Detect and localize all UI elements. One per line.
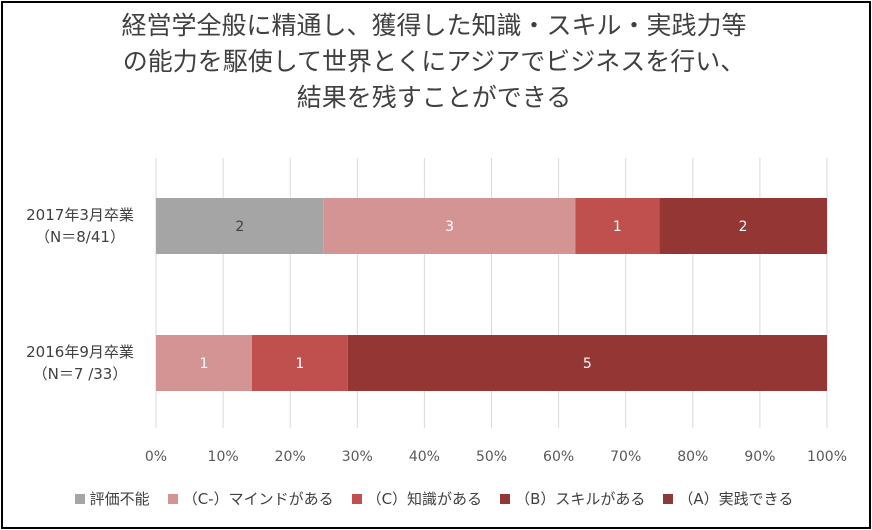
bar-0-3 [659,198,827,254]
x-tick-label-2: 20% [275,449,306,465]
category-label-0-line2: （N＝8/41） [35,228,125,246]
legend-item-1: （C-）マインドがある [167,488,334,509]
category-label-1-line2: （N＝7 /33） [33,365,128,383]
legend-label-2: （C）知識がある [366,490,483,508]
legend-item-4: （A）実践できる [663,488,793,509]
bar-value-label-0-1: 3 [445,219,454,235]
bar-value-label-1-1: 1 [199,356,208,372]
legend-swatch-4 [663,493,674,504]
bar-0-2 [575,198,660,254]
legend-swatch-2 [351,493,362,504]
legend-label-4: （A）実践できる [678,490,794,508]
x-tick-label-10: 100% [807,449,847,465]
chart-title: 経営学全般に精通し、獲得した知識・スキル・実践力等 の能力を駆使して世界とくにア… [0,8,868,116]
category-label-1-line1: 2016年9月卒業 [26,343,134,361]
title-line-2: の能力を駆使して世界とくにアジアでビジネスを行い、 [122,47,746,76]
legend-item-3: （B）スキルがある [500,488,645,509]
title-line-3: 結果を残すことができる [296,83,572,112]
bar-value-label-0-2: 1 [613,219,622,235]
bar-value-label-0-0: 2 [235,219,244,235]
x-tick-label-4: 40% [409,449,440,465]
bar-0-1 [323,198,576,254]
legend-label-1: （C-）マインドがある [182,490,334,508]
legend-item-2: （C）知識がある [351,488,483,509]
x-tick-label-1: 10% [208,449,239,465]
legend-swatch-0 [74,493,85,504]
bar-1-1 [156,335,252,391]
bar-value-label-0-3: 2 [739,219,748,235]
x-tick-label-0: 0% [145,449,167,465]
x-tick-label-5: 50% [476,449,507,465]
x-tick-label-9: 90% [744,449,775,465]
bar-1-2 [251,335,348,391]
x-tick-label-6: 60% [543,449,574,465]
bar-value-label-1-2: 1 [295,356,304,372]
bar-value-label-1-3: 5 [583,356,592,372]
x-tick-label-8: 80% [677,449,708,465]
x-tick-label-7: 70% [610,449,641,465]
bar-1-3 [347,335,827,391]
legend-item-0: 評価不能 [74,488,150,509]
bar-0-0 [156,198,324,254]
legend-swatch-3 [500,493,511,504]
title-line-1: 経営学全般に精通し、獲得した知識・スキル・実践力等 [121,11,747,40]
category-label-0-line1: 2017年3月卒業 [26,206,134,224]
legend: 評価不能 （C-）マインドがある （C）知識がある （B）スキルがある （A）実践できる [0,488,868,509]
legend-label-0: 評価不能 [89,490,150,508]
legend-swatch-1 [167,493,178,504]
legend-label-3: （B）スキルがある [515,490,646,508]
x-tick-label-3: 30% [342,449,373,465]
